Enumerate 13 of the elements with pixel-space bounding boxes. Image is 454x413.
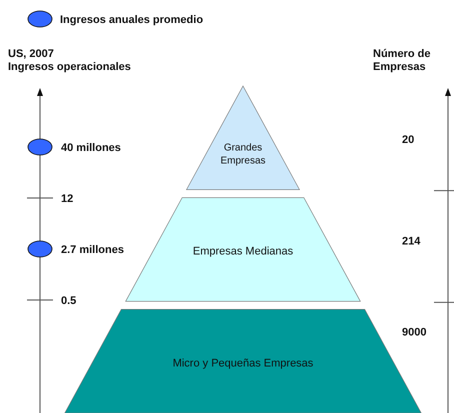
category-label: Empresas Medianas [192, 246, 294, 258]
text: US, 2007 Ingresos operacionales [8, 48, 131, 73]
category-label: Grandes Empresas [220, 142, 266, 166]
text: Número de Empresas [373, 48, 430, 73]
data-label: 20 [402, 134, 414, 146]
category-label: Micro y Pequeñas Empresas [172, 357, 314, 370]
data-label: 214 [402, 235, 422, 248]
legend-title: Ingresos anuales promedio [60, 14, 204, 26]
text: 2.7 millones [61, 244, 124, 256]
data-label: 9000 [402, 326, 426, 338]
text: 0.5 [61, 295, 76, 307]
text: 12 [61, 193, 74, 205]
text: 40 millones [61, 142, 121, 154]
